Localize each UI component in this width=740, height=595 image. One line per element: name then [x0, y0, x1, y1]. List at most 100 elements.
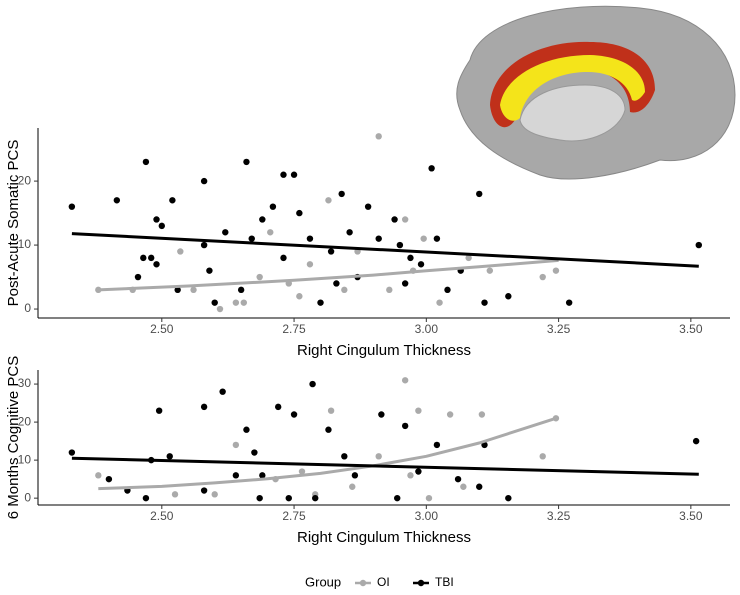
point [327, 248, 335, 255]
point [433, 441, 441, 449]
point [327, 407, 335, 414]
x-tick-label: 2.75 [282, 509, 306, 523]
point [211, 299, 218, 306]
point [290, 171, 298, 178]
point [444, 286, 451, 294]
point [280, 254, 287, 262]
point [394, 494, 401, 502]
y-tick-label: 20 [18, 173, 32, 187]
point [333, 280, 340, 287]
point [216, 305, 224, 313]
point [425, 494, 433, 502]
point [190, 286, 197, 294]
point [169, 197, 176, 204]
point [401, 377, 409, 384]
point [95, 472, 102, 479]
point [338, 190, 345, 198]
point [407, 472, 414, 479]
legend-key-point [417, 579, 425, 587]
trend-line [71, 232, 699, 268]
point [243, 426, 250, 433]
point [256, 273, 263, 281]
point [259, 472, 266, 479]
point [481, 299, 488, 306]
point [478, 411, 486, 418]
x-tick-label: 2.50 [150, 509, 174, 523]
legend-key-point [359, 579, 367, 587]
point [364, 203, 372, 210]
x-tick-label: 3.25 [547, 509, 571, 523]
y-axis-label: 6 Months Cognitive PCS [5, 356, 22, 519]
point [401, 216, 409, 223]
point [565, 299, 573, 306]
y-tick-label: 10 [18, 237, 32, 251]
point [280, 171, 287, 178]
legend-label: OI [377, 575, 390, 589]
point [240, 299, 248, 306]
point [378, 411, 385, 418]
point [232, 299, 240, 306]
brain-image [456, 5, 736, 180]
point [174, 286, 181, 294]
point [274, 403, 282, 411]
x-axis-label: Right Cingulum Thickness [297, 529, 471, 546]
point [695, 241, 702, 249]
point [171, 491, 179, 498]
point [341, 453, 348, 460]
point [396, 241, 404, 249]
y-tick-label: 0 [24, 301, 31, 315]
point [200, 241, 208, 249]
point [486, 267, 494, 274]
y-tick-label: 20 [18, 414, 32, 428]
x-tick-label: 2.75 [282, 322, 306, 336]
point [259, 216, 266, 223]
point [415, 407, 422, 414]
point [375, 453, 382, 460]
point [134, 273, 142, 281]
x-tick-label: 2.50 [150, 322, 174, 336]
point [148, 254, 155, 262]
point [219, 388, 226, 395]
legend: Group [305, 574, 341, 589]
point [200, 487, 208, 494]
point [505, 494, 512, 502]
point [391, 216, 398, 223]
point [296, 293, 303, 300]
point [476, 190, 483, 198]
point [346, 229, 353, 236]
point [401, 280, 409, 287]
y-tick-label: 30 [18, 376, 32, 390]
legend-title: Group [305, 574, 341, 589]
point [317, 299, 324, 306]
point [177, 248, 184, 255]
point [267, 229, 274, 236]
point [351, 472, 359, 479]
point [285, 494, 292, 502]
point [158, 222, 165, 230]
point [206, 267, 213, 274]
point [417, 261, 425, 268]
point [113, 197, 121, 204]
x-axis-label: Right Cingulum Thickness [297, 342, 471, 359]
point [505, 293, 512, 300]
legend-label: TBI [435, 575, 454, 589]
point [232, 472, 240, 479]
point [465, 254, 472, 262]
point [407, 254, 414, 262]
point [248, 235, 255, 242]
point [166, 453, 173, 460]
point [243, 158, 250, 166]
point [153, 216, 160, 223]
point [386, 286, 393, 294]
y-tick-label: 10 [18, 452, 32, 466]
point [251, 449, 258, 456]
trend-line [71, 456, 699, 476]
point [155, 407, 163, 414]
y-tick-label: 0 [24, 490, 31, 504]
point [306, 261, 314, 268]
point [153, 261, 160, 268]
point [296, 209, 303, 217]
point [105, 475, 113, 483]
point [200, 403, 208, 411]
